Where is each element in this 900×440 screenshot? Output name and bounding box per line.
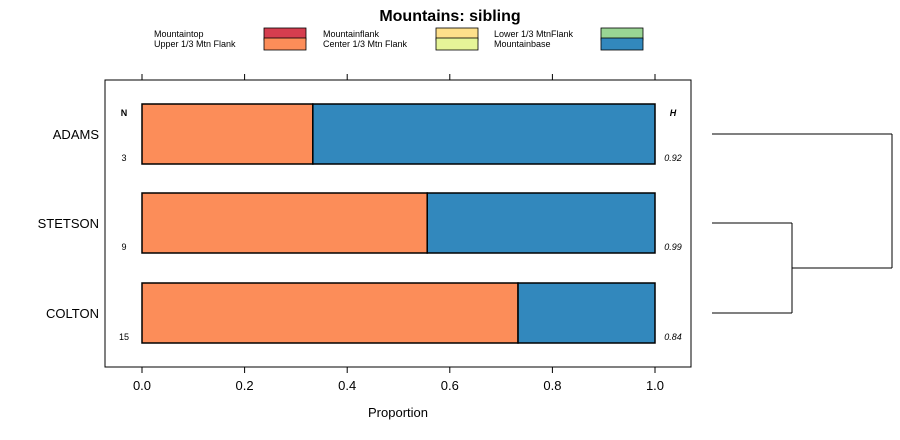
h-header: H: [670, 108, 677, 118]
x-axis: 0.0 0.2 0.4 0.6 0.8 1.0: [133, 74, 664, 393]
bar-segment: [141, 192, 428, 254]
h-value: 0.84: [664, 332, 682, 342]
x-tick-label: 0.8: [543, 378, 561, 393]
legend-label: Upper 1/3 Mtn Flank: [154, 39, 236, 49]
x-tick-label: 0.2: [236, 378, 254, 393]
bar-segment: [141, 282, 519, 344]
n-h-annotations: N H 3 9 15 0.92 0.99 0.84: [119, 108, 682, 342]
h-value: 0.99: [664, 242, 682, 252]
x-tick-label: 0.4: [338, 378, 356, 393]
n-value: 3: [121, 153, 126, 163]
bar-segment: [312, 103, 656, 165]
legend-swatch: [263, 37, 307, 51]
bar-segment: [141, 103, 314, 165]
h-value: 0.92: [664, 153, 682, 163]
category-label: COLTON: [46, 306, 99, 321]
category-label: ADAMS: [53, 127, 100, 142]
legend-label: Mountaintop: [154, 29, 204, 39]
n-header: N: [121, 108, 128, 118]
x-tick-label: 0.0: [133, 378, 151, 393]
plot-frame: [104, 79, 692, 368]
legend-label: Mountainbase: [494, 39, 551, 49]
legend-label: Center 1/3 Mtn Flank: [323, 39, 408, 49]
category-label: STETSON: [38, 216, 99, 231]
dendrogram: [712, 133, 893, 314]
n-value: 15: [119, 332, 129, 342]
legend-swatch: [435, 37, 479, 51]
legend-label: Mountainflank: [323, 29, 380, 39]
x-axis-label: Proportion: [368, 405, 428, 420]
x-tick-label: 0.6: [441, 378, 459, 393]
legend-label: Lower 1/3 MtnFlank: [494, 29, 574, 39]
n-value: 9: [121, 242, 126, 252]
category-labels: ADAMS STETSON COLTON: [38, 127, 100, 321]
bar-segment: [426, 192, 656, 254]
x-tick-label: 1.0: [646, 378, 664, 393]
bars: [141, 103, 656, 344]
bar-segment: [517, 282, 656, 344]
legend-swatch: [600, 37, 644, 51]
chart-title: Mountains: sibling: [379, 8, 520, 25]
